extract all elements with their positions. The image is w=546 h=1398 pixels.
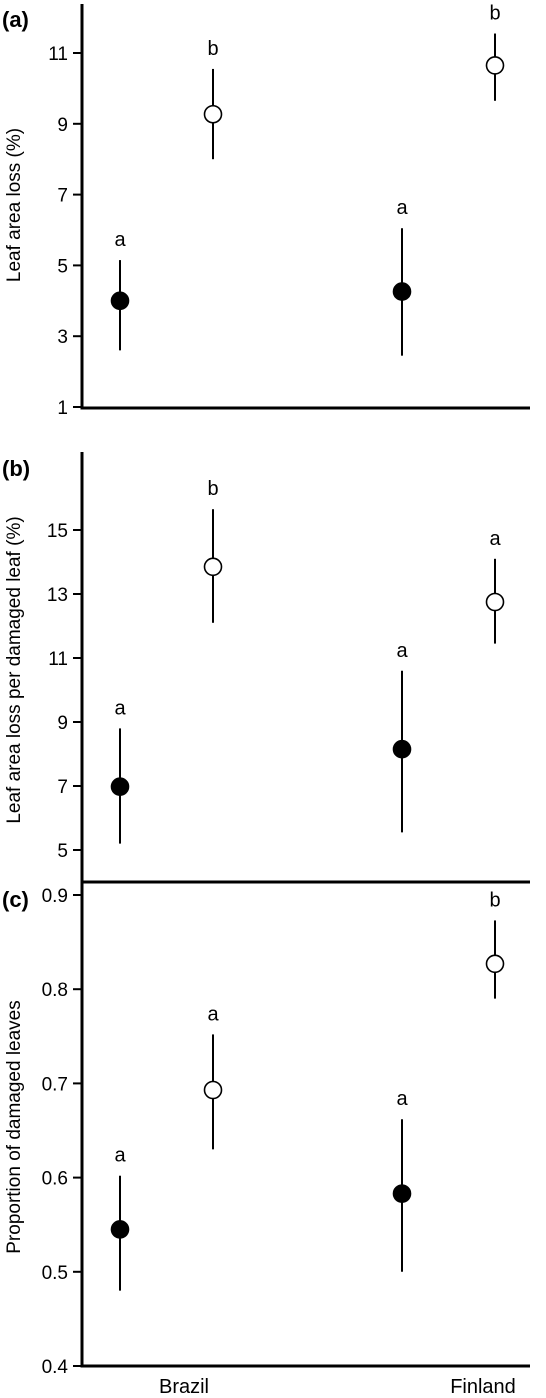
y-tick-label: 9 [57,115,68,136]
y-tick-label: 0.7 [42,1074,68,1095]
x-category-label: Finland [450,1376,516,1398]
y-tick-label: 5 [57,256,68,277]
significance-letter: b [207,38,218,60]
data-point-filled [392,282,412,301]
data-point-open [485,592,505,612]
y-tick-label: 13 [47,585,68,606]
y-tick-label: 0.8 [42,980,68,1001]
panel-label: (a) [2,7,29,32]
significance-letter: a [207,1003,219,1025]
y-tick-label: 1 [57,398,68,419]
y-tick-label: 3 [57,327,68,348]
significance-letter: a [489,528,501,550]
y-tick-label: 5 [57,841,68,862]
significance-letter: b [207,478,218,500]
data-point-open [203,557,223,577]
significance-letter: a [396,1088,408,1110]
y-tick-label: 0.6 [42,1169,68,1190]
y-tick-label: 9 [57,713,68,734]
data-point-filled [392,1184,412,1203]
y-axis-label: Proportion of damaged leaves [4,1000,25,1254]
y-tick-label: 0.4 [42,1357,69,1378]
significance-letter: a [114,697,126,719]
y-axis-label: Leaf area loss per damaged leaf (%) [4,516,25,823]
significance-letter: a [114,1145,126,1167]
data-point-filled [110,291,130,311]
data-point-filled [110,777,130,796]
data-point-open [485,56,505,75]
significance-letter: a [396,197,408,219]
y-tick-label: 0.5 [42,1263,68,1284]
significance-letter: b [489,3,500,25]
y-tick-label: 11 [48,649,68,670]
y-axis-label: Leaf area loss (%) [4,128,25,282]
data-point-open [203,1080,223,1100]
data-point-open [485,954,505,974]
data-point-filled [110,1220,130,1239]
y-tick-label: 7 [57,777,68,798]
significance-letter: b [489,889,500,911]
data-point-filled [392,739,412,759]
panel-label: (b) [2,456,30,481]
x-category-label: Brazil [159,1376,209,1398]
significance-letter: a [396,640,408,662]
y-tick-label: 0.9 [42,886,68,907]
panel-label: (c) [2,887,29,912]
y-tick-label: 7 [57,186,68,207]
y-tick-label: 11 [48,44,68,65]
y-tick-label: 15 [47,521,68,542]
significance-letter: a [114,229,126,251]
data-point-open [203,104,223,124]
